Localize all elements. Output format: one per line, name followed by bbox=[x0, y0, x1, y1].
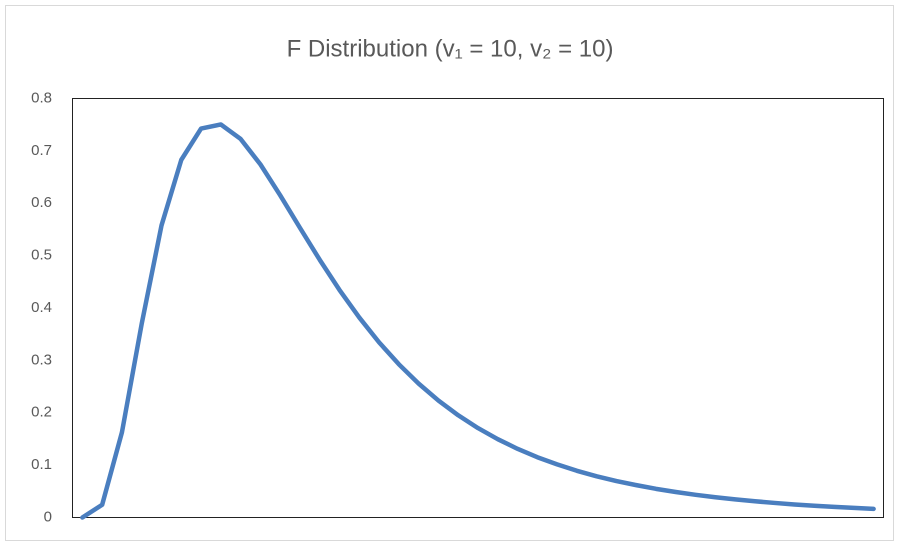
y-tick-label: 0.1 bbox=[31, 456, 52, 473]
chart-border bbox=[5, 5, 894, 541]
y-tick-label: 0.5 bbox=[31, 247, 52, 264]
chart-title: F Distribution (v₁ = 10, v₂ = 10) bbox=[287, 35, 614, 62]
y-tick-label: 0.8 bbox=[31, 89, 52, 106]
y-tick-label: 0.3 bbox=[31, 351, 52, 368]
data-line bbox=[80, 122, 876, 520]
y-tick-label: 0.6 bbox=[31, 194, 52, 211]
plot-area bbox=[72, 98, 884, 518]
y-tick-label: 0.4 bbox=[31, 299, 52, 316]
y-tick-label: 0.7 bbox=[31, 142, 52, 159]
y-tick-label: 0 bbox=[44, 508, 52, 525]
y-tick-label: 0.2 bbox=[31, 404, 52, 421]
